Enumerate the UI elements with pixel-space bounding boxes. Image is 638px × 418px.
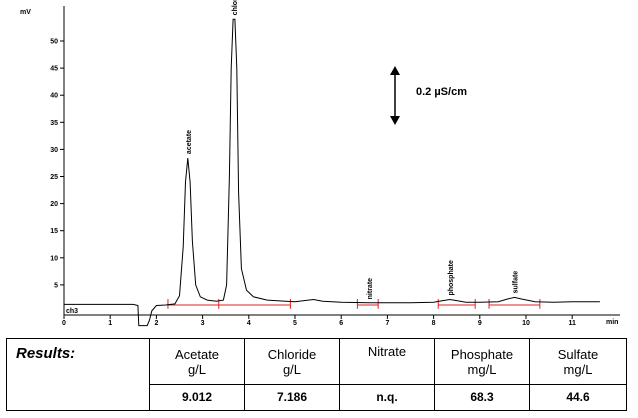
x-tick-label: 10 <box>522 320 530 327</box>
y-ticks: 5 10 15 20 25 30 35 40 45 50 <box>50 39 64 289</box>
value-sulfate: 44.6 <box>529 384 627 411</box>
y-tick-label: 30 <box>50 147 58 154</box>
header-name: Acetate <box>174 346 220 362</box>
x-tick-label: 1 <box>108 320 112 327</box>
x-axis-unit: min <box>606 319 618 326</box>
header-phosphate: Phosphate mg/L <box>434 338 530 385</box>
header-name: Nitrate <box>367 344 407 359</box>
header-chloride: Chloride g/L <box>244 338 340 385</box>
results-title: Results: <box>6 338 150 411</box>
x-tick-label: 2 <box>154 320 158 327</box>
peak-label-acetate: acetate <box>186 130 193 154</box>
header-unit: g/L <box>187 361 207 377</box>
peak-label-chloride: chloride <box>232 0 239 15</box>
chromatogram-trace <box>64 18 600 327</box>
x-tick-label: 11 <box>568 320 576 327</box>
x-tick-label: 9 <box>478 320 482 327</box>
peak-label-phosphate: phosphate <box>448 260 455 295</box>
value-nitrate: n.q. <box>339 384 435 411</box>
header-sulfate: Sulfate mg/L <box>529 338 627 385</box>
value-acetate: 9.012 <box>149 384 245 411</box>
results-header-row: Results: Acetate g/L Chloride g/L Nitrate … <box>6 338 627 411</box>
scale-bar: 0.2 µS/cm <box>390 66 467 125</box>
y-tick-label: 40 <box>50 93 58 100</box>
header-name: Phosphate <box>450 346 514 362</box>
peak-label-nitrate: nitrate <box>367 278 374 300</box>
header-acetate: Acetate g/L <box>149 338 245 385</box>
y-tick-label: 35 <box>50 120 58 127</box>
x-tick-label: 5 <box>293 320 297 327</box>
header-unit: mg/L <box>467 361 497 377</box>
y-tick-label: 15 <box>50 228 58 235</box>
y-axis-unit: mV <box>20 9 31 16</box>
x-tick-label: 4 <box>247 320 251 327</box>
header-name: Sulfate <box>557 346 599 362</box>
x-tick-label: 0 <box>62 320 66 327</box>
y-tick-label: 25 <box>50 174 58 181</box>
scale-bar-up-arrow <box>390 66 400 75</box>
x-tick-label: 6 <box>339 320 343 327</box>
x-ticks: 0 1 2 3 4 5 6 7 8 9 10 11 <box>62 315 576 327</box>
integration-baselines <box>167 298 541 309</box>
peak-labels: acetate chloride nitrate phosphate sulfate <box>186 0 520 299</box>
peak-label-sulfate: sulfate <box>512 271 519 294</box>
x-tick-label: 8 <box>432 320 436 327</box>
scale-bar-label: 0.2 µS/cm <box>416 86 467 98</box>
header-unit: g/L <box>282 361 302 377</box>
scale-bar-down-arrow <box>390 116 400 125</box>
x-tick-label: 7 <box>385 320 389 327</box>
value-chloride: 7.186 <box>244 384 340 411</box>
results-value-row: 9.012 7.186 n.q. 68.3 44.6 <box>7 384 627 411</box>
y-tick-label: 5 <box>54 282 58 289</box>
y-tick-label: 10 <box>50 255 58 262</box>
header-name: Chloride <box>267 346 317 362</box>
y-tick-label: 50 <box>50 39 58 46</box>
results-table: Results: Acetate g/L Chloride g/L Nitrate … <box>6 338 627 411</box>
y-tick-label: 20 <box>50 201 58 208</box>
header-unit: mg/L <box>563 361 593 377</box>
x-tick-label: 3 <box>201 320 205 327</box>
y-tick-label: 45 <box>50 66 58 73</box>
value-phosphate: 68.3 <box>434 384 530 411</box>
channel-label: ch3 <box>66 308 78 315</box>
header-nitrate: Nitrate <box>339 338 435 385</box>
